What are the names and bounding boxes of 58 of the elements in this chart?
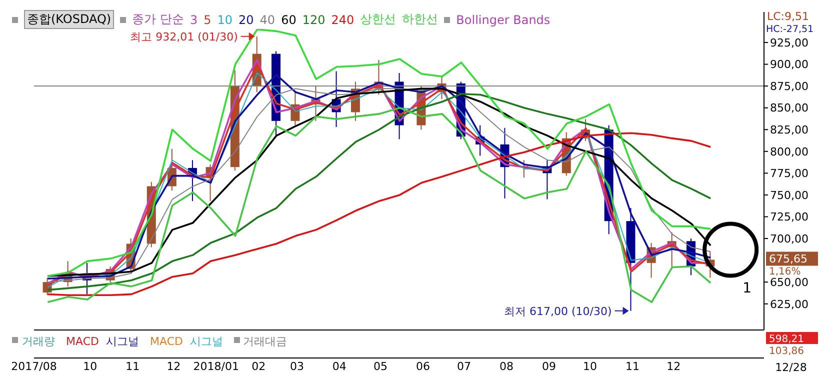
x-tick-label: 06 — [416, 360, 430, 373]
y-tick-label: 875,00 — [770, 80, 808, 93]
y-tick-label: 625,00 — [770, 298, 808, 311]
x-tick-label: 12 — [166, 360, 181, 373]
text: 675,65 — [769, 252, 808, 266]
text: 103,86 — [769, 346, 804, 357]
x-tick-label: 02 — [252, 360, 266, 373]
x-tick-label: 12 — [666, 360, 681, 373]
text: 20 — [238, 12, 254, 26]
legend-title: 종가 단순 — [132, 11, 184, 28]
annotation: 최고 932,01 (01/30) — [130, 30, 238, 44]
text: 10 — [217, 12, 233, 26]
y-tick-label: 900,00 — [770, 58, 808, 72]
y-tick-label: 650,00 — [770, 276, 808, 289]
y-tick-label: 725,00 — [770, 210, 808, 224]
text: HC:-27,51 — [766, 24, 814, 35]
y-tick-label: 825,00 — [770, 124, 808, 137]
text: 거래량 — [22, 335, 55, 348]
annotation: 최저 617,00 (10/30) — [504, 304, 612, 318]
x-tick-label: 11 — [126, 360, 140, 373]
x-tick-label: 10 — [583, 360, 598, 373]
text: MACD — [150, 335, 183, 348]
text: 5 — [204, 12, 212, 26]
x-tick-label: 09 — [542, 360, 556, 373]
text: LC:9,51 — [767, 10, 810, 23]
x-tick-label: 2017/08 — [11, 360, 57, 373]
x-tick-label: 05 — [374, 360, 388, 373]
text: 하한선 — [402, 11, 438, 28]
text: 상한선 — [360, 11, 396, 28]
text: 60 — [281, 12, 296, 26]
annotation: Bollinger Bands — [456, 12, 550, 26]
text: 40 — [260, 12, 276, 26]
x-tick-label: 04 — [332, 360, 346, 373]
y-tick-label: 775,00 — [770, 167, 808, 180]
x-tick-label: 03 — [290, 360, 304, 373]
text: 시그널 — [106, 335, 139, 348]
y-tick-label: 750,00 — [770, 188, 808, 202]
text: 1,16% — [769, 266, 801, 278]
x-tick-label: 11 — [626, 360, 640, 373]
x-tick-label: 08 — [500, 360, 514, 373]
text: MACD — [66, 335, 99, 348]
x-tick-label: 10 — [83, 360, 98, 373]
y-tick-label: 800,00 — [770, 145, 808, 158]
x-tick-label: 07 — [457, 360, 472, 373]
text: 240 — [331, 12, 354, 26]
chart-title: 종합(KOSDAQ) — [24, 10, 114, 29]
text: 3 — [190, 12, 198, 26]
y-tick-label: 700,00 — [770, 232, 808, 246]
text: 120 — [302, 12, 326, 26]
line-series — [46, 28, 712, 277]
annotation: 1 — [742, 280, 752, 297]
text: 598,21 — [769, 334, 804, 345]
text: 거래대금 — [243, 335, 287, 348]
x-tick-label: 2018/01 — [193, 360, 240, 373]
text: 시그널 — [190, 335, 223, 348]
y-tick-label: 850,00 — [770, 102, 808, 115]
text: 12/28 — [775, 361, 807, 374]
y-tick-label: 925,00 — [770, 36, 808, 50]
